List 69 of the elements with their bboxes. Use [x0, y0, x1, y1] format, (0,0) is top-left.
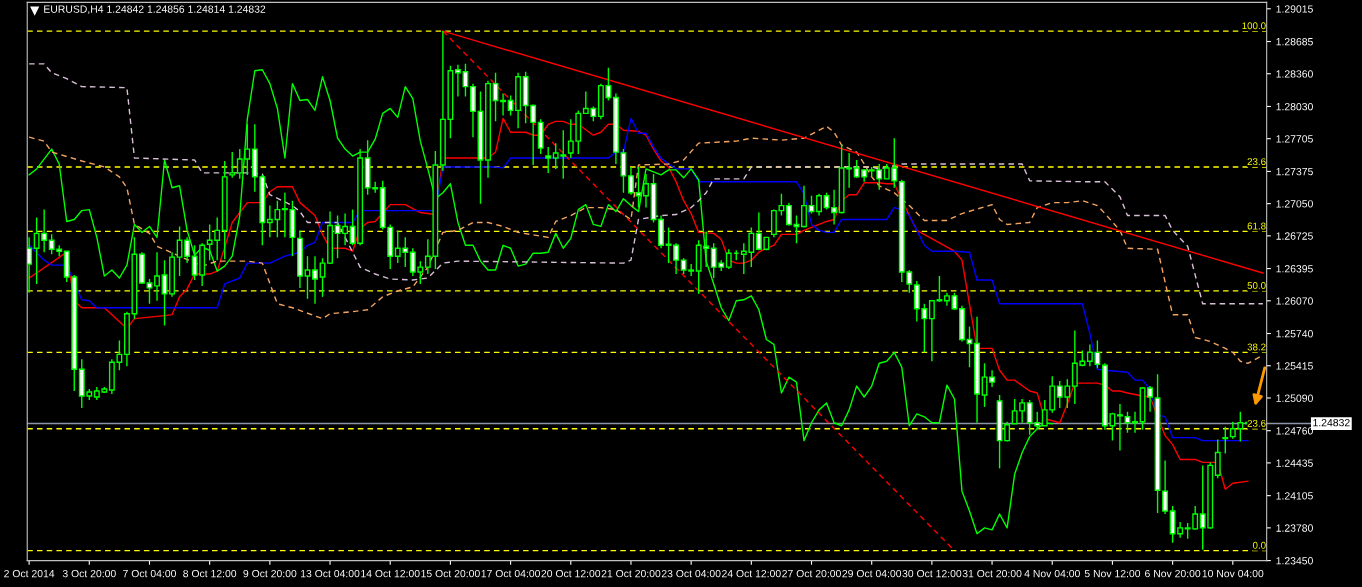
x-tick-label: 29 Oct 04:00 [842, 569, 902, 578]
line-series [28, 69, 1053, 535]
x-tick-label: 5 Nov 12:00 [1084, 569, 1141, 578]
candlestick [229, 151, 236, 179]
candlestick [545, 146, 552, 174]
y-tick-label: 1.29015 [1276, 5, 1313, 13]
candlestick [1214, 438, 1221, 479]
candlestick [312, 255, 318, 305]
candlestick [304, 255, 311, 300]
annotation: 50.0 [1247, 282, 1266, 289]
x-tick-label: 20 Oct 12:00 [541, 569, 601, 578]
candlestick [801, 185, 807, 229]
x-tick-label: 14 Oct 12:00 [361, 569, 420, 578]
chart-title: EURUSD,H4 1.24842 1.24856 1.24814 1.24832 [44, 5, 266, 15]
y-tick-label: 1.27705 [1276, 135, 1313, 143]
annotation: 38.2 [1247, 343, 1266, 351]
y-tick-label: 1.24435 [1276, 459, 1313, 467]
candlestick [1222, 426, 1229, 455]
y-tick-label: 1.26070 [1276, 297, 1313, 305]
y-tick-label: 1.26395 [1276, 265, 1313, 273]
x-tick-label: 2 Oct 2014 [4, 569, 55, 578]
candlestick [161, 259, 168, 327]
y-tick-label: 1.28685 [1276, 38, 1313, 46]
candlestick [628, 166, 634, 196]
y-tick-label: 1.26725 [1276, 232, 1313, 240]
y-tick-label: 1.24105 [1276, 492, 1313, 500]
x-tick-label: 10 Nov 04:00 [1202, 569, 1264, 578]
y-tick-label: 1.28030 [1276, 102, 1313, 111]
y-tick-label: 1.25415 [1276, 362, 1313, 370]
x-tick-label: 15 Oct 20:00 [421, 569, 480, 578]
y-tick-label: 1.25090 [1276, 394, 1313, 402]
candlestick [1132, 411, 1138, 434]
y-tick-label: 1.27375 [1276, 167, 1313, 176]
candlestick [154, 251, 160, 302]
x-tick-label: 9 Oct 20:00 [243, 569, 297, 578]
x-tick-label: 27 Oct 20:00 [782, 569, 841, 578]
annotation: 0.0 [1252, 541, 1266, 549]
x-tick-label: 23 Oct 04:00 [661, 569, 721, 578]
y-tick-label: 1.23450 [1276, 557, 1313, 565]
x-tick-label: 31 Oct 20:00 [962, 569, 1022, 578]
candlestick [319, 257, 326, 298]
candlestick [146, 278, 153, 305]
x-tick-label: 24 Oct 12:00 [722, 569, 781, 578]
candlestick [643, 173, 649, 209]
annotation: 100.0 [1242, 22, 1266, 30]
x-tick-label: 21 Oct 20:00 [601, 569, 661, 578]
x-tick-label: 17 Oct 04:00 [481, 569, 541, 578]
ref-line-label: 1.24832 [1313, 418, 1350, 427]
y-tick-label: 1.24760 [1276, 427, 1313, 435]
y-tick-label: 1.27050 [1276, 200, 1313, 208]
candlestick [1117, 403, 1123, 452]
x-tick-label: 8 Oct 12:00 [183, 569, 237, 578]
y-tick-label: 1.23780 [1276, 524, 1313, 532]
y-tick-label: 1.25740 [1276, 330, 1313, 338]
candlestick [454, 64, 461, 98]
candlestick [816, 193, 822, 217]
candlestick [1147, 385, 1154, 413]
x-tick-label: 13 Oct 04:00 [301, 569, 360, 578]
x-tick-label: 7 Oct 04:00 [123, 569, 177, 578]
candlestick [725, 248, 732, 270]
x-tick-label: 3 Oct 20:00 [62, 569, 116, 578]
annotation: 61.8 [1247, 222, 1266, 230]
y-tick-label: 1.28360 [1276, 70, 1313, 78]
x-tick-label: 4 Nov 04:00 [1024, 569, 1080, 578]
line-series [28, 63, 1264, 305]
x-tick-label: 6 Nov 20:00 [1145, 569, 1201, 578]
annotation: 23.6 [1247, 419, 1266, 427]
annotation: 23.6 [1247, 158, 1266, 166]
x-tick-label: 30 Oct 12:00 [902, 569, 962, 578]
